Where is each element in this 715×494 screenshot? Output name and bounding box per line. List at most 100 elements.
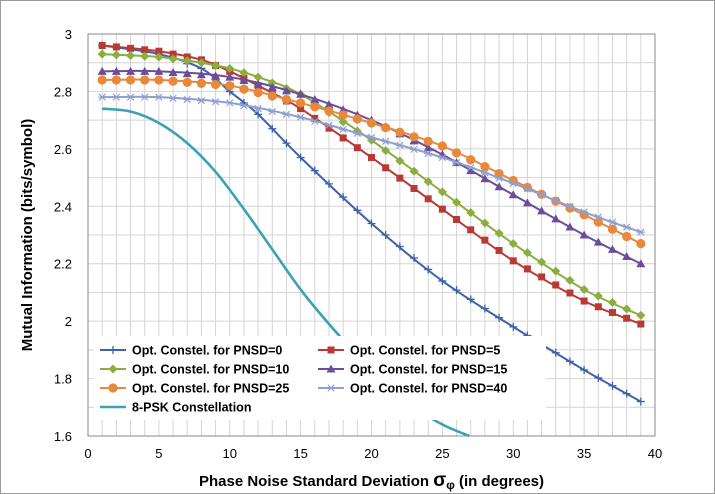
- data-point: [310, 102, 320, 112]
- plot-border: [87, 33, 656, 437]
- data-point: [368, 153, 375, 161]
- data-point: [253, 79, 263, 88]
- legend-label: Opt. Constel. for PNSD=5: [350, 344, 500, 358]
- data-point: [239, 102, 248, 110]
- legend-item: Opt. Constel. for PNSD=40: [318, 382, 507, 396]
- data-point: [381, 137, 390, 146]
- y-tick-label: 2.2: [54, 257, 72, 272]
- data-point: [254, 105, 263, 113]
- data-point: [622, 389, 631, 398]
- data-point: [438, 205, 446, 213]
- data-point: [353, 206, 362, 215]
- data-point: [125, 75, 136, 85]
- data-point: [538, 273, 546, 281]
- legend: Opt. Constel. for PNSD=0 Opt. Constel. fo…: [94, 336, 546, 420]
- data-point: [636, 397, 645, 406]
- data-point: [452, 286, 461, 295]
- x-tick-label: 10: [223, 446, 237, 461]
- data-point: [551, 196, 560, 205]
- data-point: [593, 291, 603, 301]
- data-point: [523, 185, 532, 193]
- data-point: [594, 303, 602, 311]
- data-point: [126, 51, 136, 61]
- data-point: [154, 66, 164, 75]
- data-point: [310, 166, 319, 175]
- data-point: [423, 136, 433, 146]
- data-point: [366, 118, 377, 128]
- data-point: [297, 105, 305, 113]
- data-point: [97, 75, 107, 85]
- series-markers: [98, 93, 645, 236]
- data-point: [579, 285, 589, 295]
- data-point: [522, 198, 532, 207]
- data-point: [338, 110, 348, 120]
- data-point: [424, 265, 433, 274]
- data-point: [579, 230, 589, 239]
- data-point: [466, 166, 476, 175]
- data-point: [410, 253, 419, 262]
- data-point: [410, 184, 418, 192]
- data-point: [607, 244, 617, 253]
- data-point: [97, 66, 107, 75]
- data-point: [382, 164, 390, 172]
- data-point: [424, 149, 433, 158]
- data-point: [437, 187, 447, 197]
- data-point: [466, 208, 476, 218]
- data-point: [466, 295, 475, 304]
- legend-label: Opt. Constel. for PNSD=25: [132, 382, 289, 396]
- data-point: [239, 68, 249, 78]
- data-point: [552, 281, 560, 289]
- data-point: [111, 75, 121, 85]
- data-point: [480, 304, 489, 313]
- x-tick-label: 0: [84, 446, 91, 461]
- data-point: [565, 202, 574, 210]
- data-point: [324, 179, 333, 188]
- data-point: [182, 77, 192, 87]
- data-point: [395, 156, 405, 166]
- data-point: [480, 169, 489, 177]
- legend-label: 8-PSK Constellation: [132, 401, 251, 415]
- data-point: [310, 94, 320, 103]
- data-point: [168, 67, 178, 76]
- data-point: [140, 51, 150, 61]
- data-point: [453, 215, 461, 223]
- legend-item: Opt. Constel. for PNSD=15: [318, 363, 507, 377]
- data-point: [325, 124, 333, 132]
- data-point: [183, 95, 192, 104]
- data-point: [495, 313, 504, 322]
- data-point: [565, 357, 574, 366]
- y-tick-label: 2.4: [54, 199, 72, 214]
- data-point: [495, 247, 503, 255]
- legend-label: Opt. Constel. for PNSD=15: [350, 363, 507, 377]
- data-point: [622, 252, 632, 261]
- legend-item: Opt. Constel. for PNSD=0: [100, 344, 282, 358]
- data-point: [622, 231, 632, 242]
- data-point: [353, 129, 362, 137]
- data-point: [112, 43, 120, 51]
- data-point: [381, 231, 390, 239]
- data-point: [211, 61, 221, 71]
- data-point: [367, 133, 376, 141]
- data-point: [467, 226, 475, 234]
- data-point: [225, 81, 235, 91]
- data-point: [338, 117, 348, 127]
- data-point: [98, 41, 106, 49]
- x-tick-label: 15: [293, 446, 307, 461]
- data-point: [126, 93, 135, 101]
- data-point: [211, 71, 221, 80]
- data-point: [508, 190, 518, 199]
- data-point: [97, 49, 107, 59]
- data-point: [508, 239, 518, 249]
- data-point: [140, 66, 150, 75]
- data-point: [480, 162, 490, 172]
- data-point: [324, 121, 333, 129]
- data-point: [522, 248, 532, 258]
- data-point: [169, 50, 177, 58]
- data-point: [182, 56, 192, 66]
- data-point: [580, 297, 588, 305]
- legend-item: Opt. Constel. for PNSD=5: [318, 344, 500, 358]
- data-point: [381, 123, 391, 133]
- data-point: [339, 125, 348, 133]
- data-point: [253, 72, 263, 82]
